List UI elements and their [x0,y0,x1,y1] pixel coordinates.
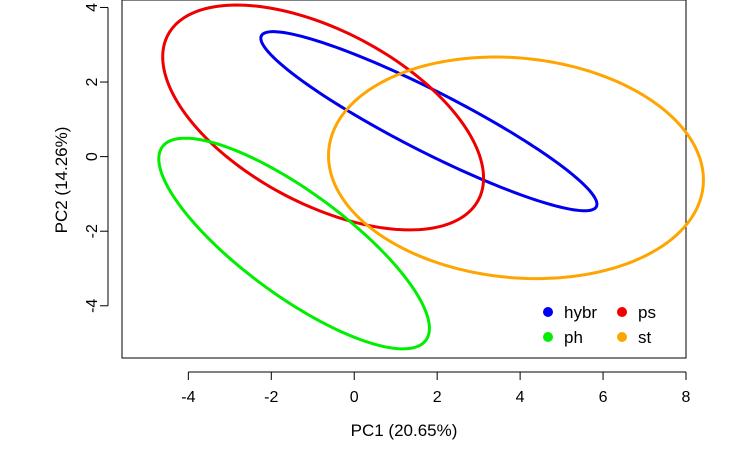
y-tick-label: 2 [84,77,101,86]
legend-marker-hybr [543,307,553,317]
y-axis: -4 -2 0 2 4 [84,3,109,313]
ellipse-ph [157,136,431,351]
legend: hybr ps ph st [543,303,656,347]
plot-box [121,0,687,359]
x-tick-label: -2 [264,389,278,406]
legend-marker-ph [543,332,553,342]
ellipse-ps [161,3,486,232]
y-tick-label: -2 [84,224,101,238]
ellipse-hybr [259,30,599,213]
legend-label-st: st [638,328,652,347]
ellipse-st [327,55,705,281]
x-tick-label: 2 [433,389,442,406]
legend-marker-st [617,332,627,342]
x-tick-label: 0 [350,389,359,406]
x-tick-label: 4 [516,389,525,406]
y-tick-label: 4 [84,3,101,12]
x-tick-label: -4 [181,389,195,406]
legend-label-ph: ph [564,328,583,347]
x-axis: -4 -2 0 2 4 6 8 [181,371,691,406]
y-axis-title: PC2 (14.26%) [52,127,71,234]
confidence-ellipses [157,3,705,351]
legend-label-ps: ps [638,303,656,322]
legend-marker-ps [617,307,627,317]
y-tick-label: -4 [84,299,101,313]
x-tick-label: 8 [682,389,691,406]
legend-label-hybr: hybr [564,303,597,322]
x-tick-label: 6 [599,389,608,406]
x-axis-title: PC1 (20.65%) [351,421,458,440]
y-tick-label: 0 [84,152,101,161]
